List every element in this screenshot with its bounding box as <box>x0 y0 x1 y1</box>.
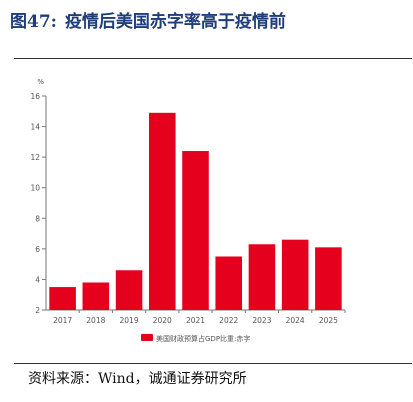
x-tick-label: 2024 <box>286 316 305 325</box>
y-tick-label: 16 <box>30 92 40 101</box>
legend-label: 美国财政预算占GDP比重:赤字 <box>156 334 250 343</box>
figure-title: 图47: 疫情后美国赤字率高于疫情前 <box>10 9 405 35</box>
bar-2023 <box>248 244 276 310</box>
y-tick-label: 12 <box>30 153 40 162</box>
bar-2025 <box>315 247 342 310</box>
x-tick-label: 2021 <box>186 316 205 325</box>
x-tick-label: 2023 <box>252 316 271 325</box>
bar-2024 <box>281 239 309 310</box>
y-tick-label: 4 <box>35 275 40 284</box>
bars <box>49 112 342 310</box>
source-note: 资料来源：Wind，诚通证券研究所 <box>28 371 247 387</box>
top-divider <box>14 58 412 59</box>
y-axis: % 2 4 6 8 10 12 14 16 <box>30 78 47 315</box>
legend-swatch <box>141 334 153 341</box>
y-tick-label: 2 <box>35 306 40 315</box>
y-tick-label: 6 <box>35 245 40 254</box>
bar-2021 <box>182 151 209 310</box>
bar-2018 <box>82 282 110 310</box>
figure-title-text: 疫情后美国赤字率高于疫情前 <box>64 12 286 32</box>
figure-number: 图47: <box>10 12 57 32</box>
x-axis: 2017 2018 2019 2020 2021 2022 2023 2024 2025 <box>46 309 346 325</box>
x-tick-label: 2020 <box>153 316 172 325</box>
legend: 美国财政预算占GDP比重:赤字 <box>141 334 250 343</box>
y-tick-label: 10 <box>30 184 40 193</box>
bottom-divider <box>14 363 412 364</box>
x-tick-label: 2022 <box>219 316 238 325</box>
x-tick-label: 2025 <box>319 316 338 325</box>
y-tick-label: 8 <box>35 214 40 223</box>
bar-2017 <box>49 287 76 310</box>
x-tick-label: 2019 <box>120 316 139 325</box>
x-tick-label: 2017 <box>53 316 72 325</box>
y-axis-unit-label: % <box>37 78 44 86</box>
bar-2020 <box>148 112 176 310</box>
bar-2019 <box>115 270 143 310</box>
y-tick-label: 14 <box>30 123 40 132</box>
bar-2022 <box>215 256 243 310</box>
x-tick-label: 2018 <box>86 316 105 325</box>
